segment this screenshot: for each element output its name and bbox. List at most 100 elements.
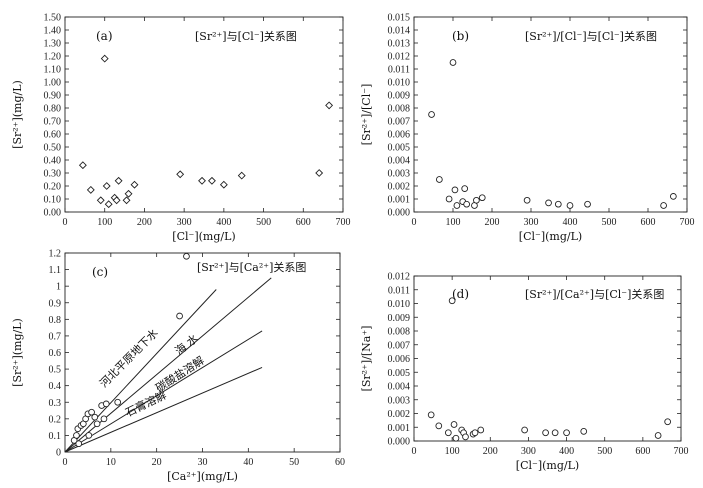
x-tick-label: 500 (597, 446, 612, 457)
panel-label: (c) (92, 265, 108, 279)
y-tick-label: 0.2 (49, 414, 62, 425)
y-tick-label: 0.002 (388, 409, 411, 420)
data-point (478, 194, 486, 202)
y-tick-label: 1.2 (49, 249, 62, 260)
x-tick-label: 400 (563, 217, 578, 228)
data-point (73, 432, 80, 439)
data-point (114, 398, 122, 406)
panel-a: 0 100 200 300 400 500 600 700 0.00 0.10 0.20 0.30 0.… (11, 13, 351, 244)
data-point (114, 176, 123, 185)
data-point (551, 429, 559, 437)
y-axis-label: [Sr²⁺](mg/L) (11, 318, 24, 387)
reference-line-label: 石膏溶解 (123, 388, 169, 420)
x-axis-label: [Cl⁻](mg/L) (519, 230, 582, 243)
data-point (78, 161, 87, 170)
data-point (88, 408, 95, 416)
y-tick-label: 0.006 (388, 130, 411, 141)
data-point (444, 429, 452, 437)
y-tick-label: 1.10 (44, 65, 62, 76)
data-point (91, 413, 99, 421)
data-point (669, 193, 677, 200)
x-tick-label: 500 (256, 217, 271, 228)
data-point (477, 426, 485, 434)
data-point (176, 170, 185, 179)
x-tick-label: 400 (559, 446, 574, 457)
y-tick-label: 0.10 (44, 195, 62, 206)
x-axis-label: [Ca²⁺](mg/L) (167, 470, 238, 483)
x-axis-label: [Cl⁻](mg/L) (172, 230, 235, 243)
data-point (122, 196, 131, 205)
data-point (554, 200, 562, 208)
y-tick-label: 0.001 (388, 195, 411, 206)
y-tick-label: 0.9 (49, 298, 62, 309)
y-tick-label: 0.006 (388, 354, 411, 365)
y-tick-label: 0.30 (44, 169, 62, 180)
x-tick-label: 60 (335, 457, 345, 468)
y-tick-label: 0.003 (388, 395, 411, 406)
y-tick-label: 0 (56, 448, 61, 459)
data-point (176, 312, 183, 320)
y-tick-label: 1.20 (44, 52, 62, 63)
reference-line-label: 河北平原地下水 (97, 326, 161, 390)
y-tick-label: 0.001 (388, 423, 411, 434)
panel-title: [Sr²⁺]/[Cl⁻]与[Cl⁻]关系图 (525, 29, 657, 43)
plot-frame (413, 16, 688, 213)
y-tick-label: 0.011 (388, 65, 410, 76)
y-tick-label: 1.00 (44, 78, 62, 89)
x-tick-label: 200 (485, 217, 500, 228)
x-tick-label: 100 (445, 446, 460, 457)
x-tick-label: 0 (412, 217, 417, 228)
data-point (130, 180, 139, 189)
y-tick-label: 0.015 (388, 13, 411, 24)
data-point (450, 421, 458, 428)
x-tick-label: 700 (674, 446, 689, 457)
y-tick-label: 0.014 (388, 26, 411, 37)
y-tick-label: 0.6 (49, 348, 62, 359)
y-tick-label: 0.50 (44, 143, 62, 154)
data-point (198, 176, 206, 185)
reference-line (64, 330, 263, 453)
y-tick-label: 1.50 (44, 13, 62, 24)
data-point (563, 429, 570, 437)
x-tick-label: 200 (483, 446, 498, 457)
data-point (521, 426, 528, 434)
data-point (102, 182, 111, 190)
data-point (100, 415, 108, 423)
data-point (545, 199, 552, 207)
panel-b: 0 100 200 300 400 500 600 700 0.000 0.001 0.002 0.0… (360, 13, 695, 244)
x-tick-label: 0 (63, 217, 68, 228)
x-tick-label: 40 (243, 457, 253, 468)
x-tick-label: 700 (336, 217, 351, 228)
data-point (542, 429, 549, 437)
y-tick-label: 0.012 (388, 52, 411, 63)
data-point (93, 420, 101, 428)
y-tick-label: 0.8 (49, 315, 62, 326)
data-point (219, 180, 228, 189)
data-point (451, 186, 459, 194)
y-tick-label: 0.4 (49, 381, 62, 392)
y-tick-label: 0.013 (388, 39, 411, 50)
data-point (427, 411, 435, 419)
y-tick-label: 0.80 (44, 104, 62, 115)
data-point (237, 171, 246, 180)
y-tick-label: 0.008 (388, 104, 411, 115)
y-tick-label: 0.5 (49, 365, 62, 376)
x-tick-label: 0 (63, 457, 68, 468)
data-point (208, 176, 216, 185)
data-point (566, 202, 574, 209)
panel-title: [Sr²⁺]与[Cl⁻]关系图 (195, 29, 297, 43)
x-tick-label: 100 (97, 217, 112, 228)
y-axis-label: [Sr²⁺]/[Na⁺] (360, 326, 373, 392)
data-point (183, 252, 190, 260)
x-tick-label: 30 (198, 457, 208, 468)
data-point (462, 433, 469, 441)
x-tick-label: 400 (216, 217, 231, 228)
x-tick-label: 700 (680, 217, 695, 228)
data-point (428, 111, 435, 118)
x-tick-label: 200 (137, 217, 152, 228)
plot-frame (64, 16, 344, 213)
x-tick-label: 20 (152, 457, 162, 468)
y-tick-label: 0.002 (388, 182, 411, 193)
data-point (473, 196, 480, 204)
